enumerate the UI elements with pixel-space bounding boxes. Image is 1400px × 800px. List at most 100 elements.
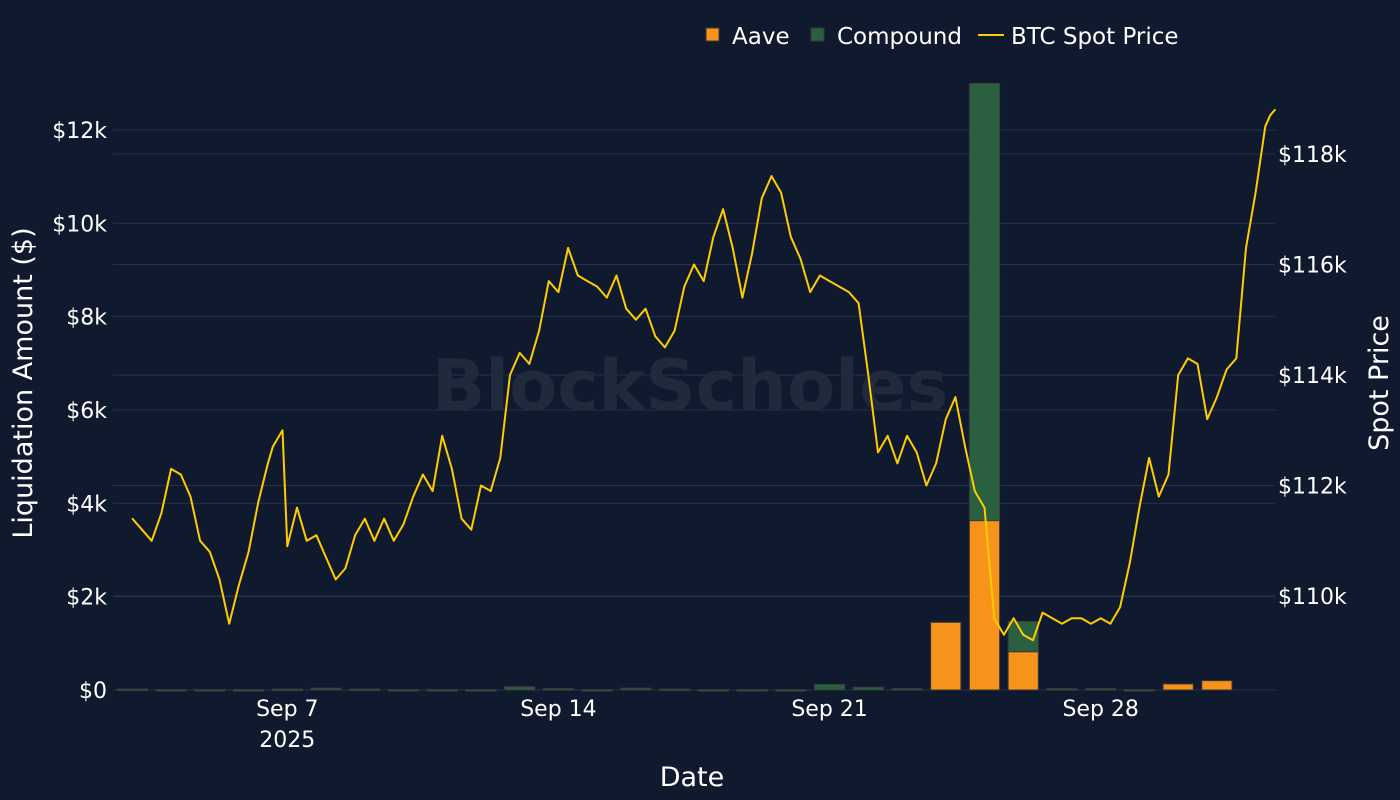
bar-compound xyxy=(387,689,420,692)
x-axis-ticks: Sep 7 2025 Sep 14 Sep 21 Sep 28 xyxy=(256,697,1139,753)
btc-point xyxy=(1206,418,1209,421)
btc-point xyxy=(150,539,153,542)
bar-compound xyxy=(504,686,536,691)
x-tick-label: Sep 28 xyxy=(1062,697,1138,722)
btc-point xyxy=(838,285,841,288)
btc-point xyxy=(1128,562,1131,564)
btc-point xyxy=(635,318,637,321)
x-axis-title: Date xyxy=(660,762,725,793)
legend: Aave Compound BTC Spot Price xyxy=(705,24,1179,50)
bar-compound xyxy=(620,687,652,691)
btc-point xyxy=(1254,191,1257,194)
btc-point xyxy=(315,534,318,537)
btc-point xyxy=(1090,622,1092,625)
btc-point xyxy=(1032,639,1034,642)
bar-compound xyxy=(813,683,846,691)
btc-point xyxy=(1138,506,1141,509)
left-tick-label: $12k xyxy=(52,119,107,144)
btc-point xyxy=(344,567,347,570)
bar-aave xyxy=(1007,651,1039,691)
btc-point xyxy=(247,551,250,553)
bar-compound xyxy=(697,689,729,692)
btc-point xyxy=(538,329,540,332)
btc-point xyxy=(615,274,618,277)
btc-point xyxy=(993,617,995,619)
btc-point xyxy=(790,236,792,238)
btc-point xyxy=(1012,617,1015,619)
btc-point xyxy=(780,191,782,194)
btc-point xyxy=(896,462,899,465)
right-tick-label: $112k xyxy=(1278,475,1347,500)
btc-point xyxy=(1196,363,1199,365)
right-tick-label: $114k xyxy=(1278,364,1347,389)
x-tick-label: Sep 7 xyxy=(256,697,318,722)
btc-point xyxy=(983,506,986,509)
btc-point xyxy=(1177,374,1179,376)
btc-point xyxy=(271,446,274,448)
bar-compound xyxy=(968,82,1001,522)
btc-point xyxy=(334,578,337,581)
btc-point xyxy=(528,363,531,365)
btc-point xyxy=(218,578,221,581)
x-tick-label: Sep 21 xyxy=(791,697,867,722)
btc-point xyxy=(393,539,395,542)
bar-compound xyxy=(775,689,807,692)
btc-point xyxy=(741,296,744,299)
bar-compound xyxy=(542,688,575,691)
bar-compound xyxy=(194,689,226,692)
bar-aave xyxy=(1162,683,1194,691)
btc-point xyxy=(1216,396,1218,398)
btc-point xyxy=(906,434,908,437)
btc-point xyxy=(1022,633,1025,636)
btc-point xyxy=(625,307,628,310)
btc-point xyxy=(1109,622,1112,625)
btc-point xyxy=(325,556,327,559)
btc-point xyxy=(1245,247,1247,249)
btc-point xyxy=(1167,473,1170,476)
btc-point xyxy=(460,517,463,520)
bar-compound xyxy=(1123,689,1156,692)
btc-point xyxy=(644,307,647,310)
bar-aave xyxy=(1201,680,1233,691)
btc-point xyxy=(1119,606,1121,608)
btc-point xyxy=(1187,357,1189,360)
btc-point xyxy=(577,274,579,277)
btc-point xyxy=(915,451,918,454)
btc-point xyxy=(238,584,240,586)
btc-point xyxy=(799,258,802,260)
btc-point xyxy=(170,468,172,470)
bar-series xyxy=(116,82,1233,692)
btc-point xyxy=(596,285,598,288)
legend-label-compound: Compound xyxy=(837,24,962,50)
bar-compound xyxy=(852,686,884,691)
btc-point xyxy=(267,462,269,465)
btc-point xyxy=(228,622,230,625)
btc-point xyxy=(760,197,763,199)
btc-point xyxy=(683,285,686,288)
btc-point xyxy=(877,451,879,454)
btc-point xyxy=(373,539,376,542)
btc-point xyxy=(1148,457,1150,459)
right-axis-ticks: $110k $112k $114k $116k $118k xyxy=(1278,143,1347,610)
btc-point xyxy=(179,473,182,476)
btc-point xyxy=(702,280,705,282)
btc-point xyxy=(305,539,308,542)
legend-label-aave: Aave xyxy=(732,24,790,50)
left-tick-label: $2k xyxy=(66,586,107,611)
bar-aave xyxy=(968,520,1001,691)
btc-point xyxy=(809,291,811,293)
btc-point xyxy=(402,523,405,526)
btc-point xyxy=(693,263,695,266)
btc-point xyxy=(673,329,676,332)
bar-compound xyxy=(116,688,148,692)
btc-point xyxy=(470,528,473,531)
btc-point xyxy=(848,291,850,293)
btc-point xyxy=(1041,611,1044,614)
btc-point xyxy=(828,280,831,282)
left-tick-label: $8k xyxy=(66,306,107,331)
btc-point xyxy=(509,374,511,376)
legend-label-btc: BTC Spot Price xyxy=(1011,24,1179,50)
btc-point xyxy=(712,236,715,238)
legend-swatch-compound xyxy=(810,27,825,42)
